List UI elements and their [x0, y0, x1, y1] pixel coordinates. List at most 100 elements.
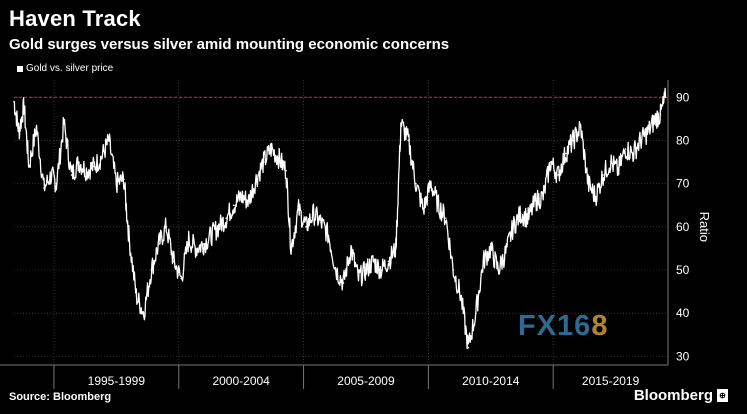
- data-point: [63, 122, 65, 124]
- data-point: [632, 152, 634, 155]
- data-point: [452, 269, 455, 271]
- y-tick-label: 90: [676, 90, 690, 104]
- data-point: [467, 346, 470, 349]
- brand-mark-icon: ⊕: [717, 389, 728, 402]
- data-point: [240, 195, 242, 198]
- data-point: [564, 152, 567, 155]
- data-point: [400, 122, 402, 124]
- y-tick-label: 60: [676, 220, 690, 234]
- data-point: [519, 213, 522, 215]
- data-point: [602, 174, 604, 176]
- data-point: [594, 195, 597, 198]
- data-point: [35, 126, 38, 129]
- data-point: [489, 247, 492, 250]
- watermark-logo: FX168: [518, 310, 608, 343]
- data-point: [504, 251, 507, 254]
- y-tick-label: 50: [676, 263, 690, 277]
- brand-logo-text: Bloomberg: [633, 387, 713, 404]
- series-line: [13, 87, 667, 350]
- data-point: [172, 260, 175, 263]
- y-axis-label: Ratio: [697, 212, 712, 242]
- data-point: [422, 208, 425, 211]
- data-point: [135, 295, 138, 297]
- data-point: [579, 126, 582, 129]
- legend-swatch: [17, 65, 23, 72]
- data-point: [624, 148, 627, 150]
- data-point: [290, 247, 292, 250]
- data-point: [609, 161, 612, 163]
- data-point: [70, 174, 73, 176]
- data-point: [202, 243, 205, 245]
- watermark-accent: 8: [591, 310, 609, 342]
- data-point: [512, 226, 515, 228]
- data-point: [430, 182, 432, 185]
- chart-subtitle: Gold surges versus silver amid mounting …: [9, 36, 450, 53]
- data-point: [277, 156, 280, 159]
- data-point: [93, 165, 95, 168]
- data-point: [639, 139, 642, 142]
- data-point: [664, 96, 667, 99]
- data-point: [232, 204, 235, 207]
- data-point: [320, 221, 322, 224]
- data-point: [262, 161, 265, 163]
- data-point: [210, 234, 212, 237]
- data-point: [270, 148, 272, 150]
- data-point: [312, 213, 315, 215]
- data-point: [342, 282, 345, 284]
- watermark-text: FX16: [518, 310, 592, 342]
- data-point: [549, 161, 552, 163]
- data-point: [527, 217, 530, 219]
- legend-label: Gold vs. silver price: [26, 63, 114, 74]
- data-point: [247, 200, 250, 202]
- data-point: [55, 182, 58, 185]
- data-point: [285, 169, 287, 172]
- legend: Gold vs. silver price: [17, 63, 113, 74]
- y-tick-label: 30: [676, 349, 690, 363]
- data-point: [617, 169, 619, 172]
- data-point: [654, 118, 657, 120]
- data-point: [335, 269, 337, 271]
- data-point: [357, 277, 360, 280]
- y-tick-label: 40: [676, 306, 690, 320]
- data-point: [350, 247, 352, 250]
- data-point: [50, 174, 53, 176]
- data-point: [180, 277, 183, 280]
- chart-title: Haven Track: [9, 6, 141, 31]
- data-point: [123, 178, 125, 181]
- data-point: [150, 269, 153, 271]
- data-point: [78, 161, 80, 163]
- data-point: [372, 260, 375, 263]
- source-note: Source: Bloomberg: [9, 391, 112, 403]
- data-point: [187, 238, 190, 241]
- data-point: [445, 217, 447, 219]
- x-period-label: 2005-2009: [337, 374, 395, 388]
- data-point: [482, 260, 485, 263]
- data-point: [165, 226, 168, 228]
- data-point: [534, 200, 537, 202]
- data-point: [572, 139, 574, 142]
- data-point: [305, 226, 307, 228]
- data-point: [255, 178, 257, 181]
- data-point: [557, 174, 559, 176]
- data-point: [365, 269, 367, 271]
- data-point: [100, 156, 103, 159]
- data-point: [297, 208, 300, 211]
- data-point: [217, 226, 220, 228]
- data-point: [18, 131, 20, 133]
- data-point: [380, 269, 382, 271]
- data-point: [128, 234, 130, 237]
- data-point: [28, 165, 30, 168]
- data-point: [43, 187, 45, 189]
- x-period-label: 1995-1999: [88, 374, 146, 388]
- data-point: [542, 195, 544, 198]
- data-point: [195, 247, 198, 250]
- data-point: [157, 243, 160, 245]
- x-period-label: 2015-2019: [582, 374, 640, 388]
- data-point: [437, 204, 440, 207]
- data-point: [395, 247, 397, 250]
- data-point: [327, 234, 330, 237]
- y-tick-label: 80: [676, 133, 690, 147]
- data-point: [415, 182, 417, 185]
- data-point: [497, 269, 500, 271]
